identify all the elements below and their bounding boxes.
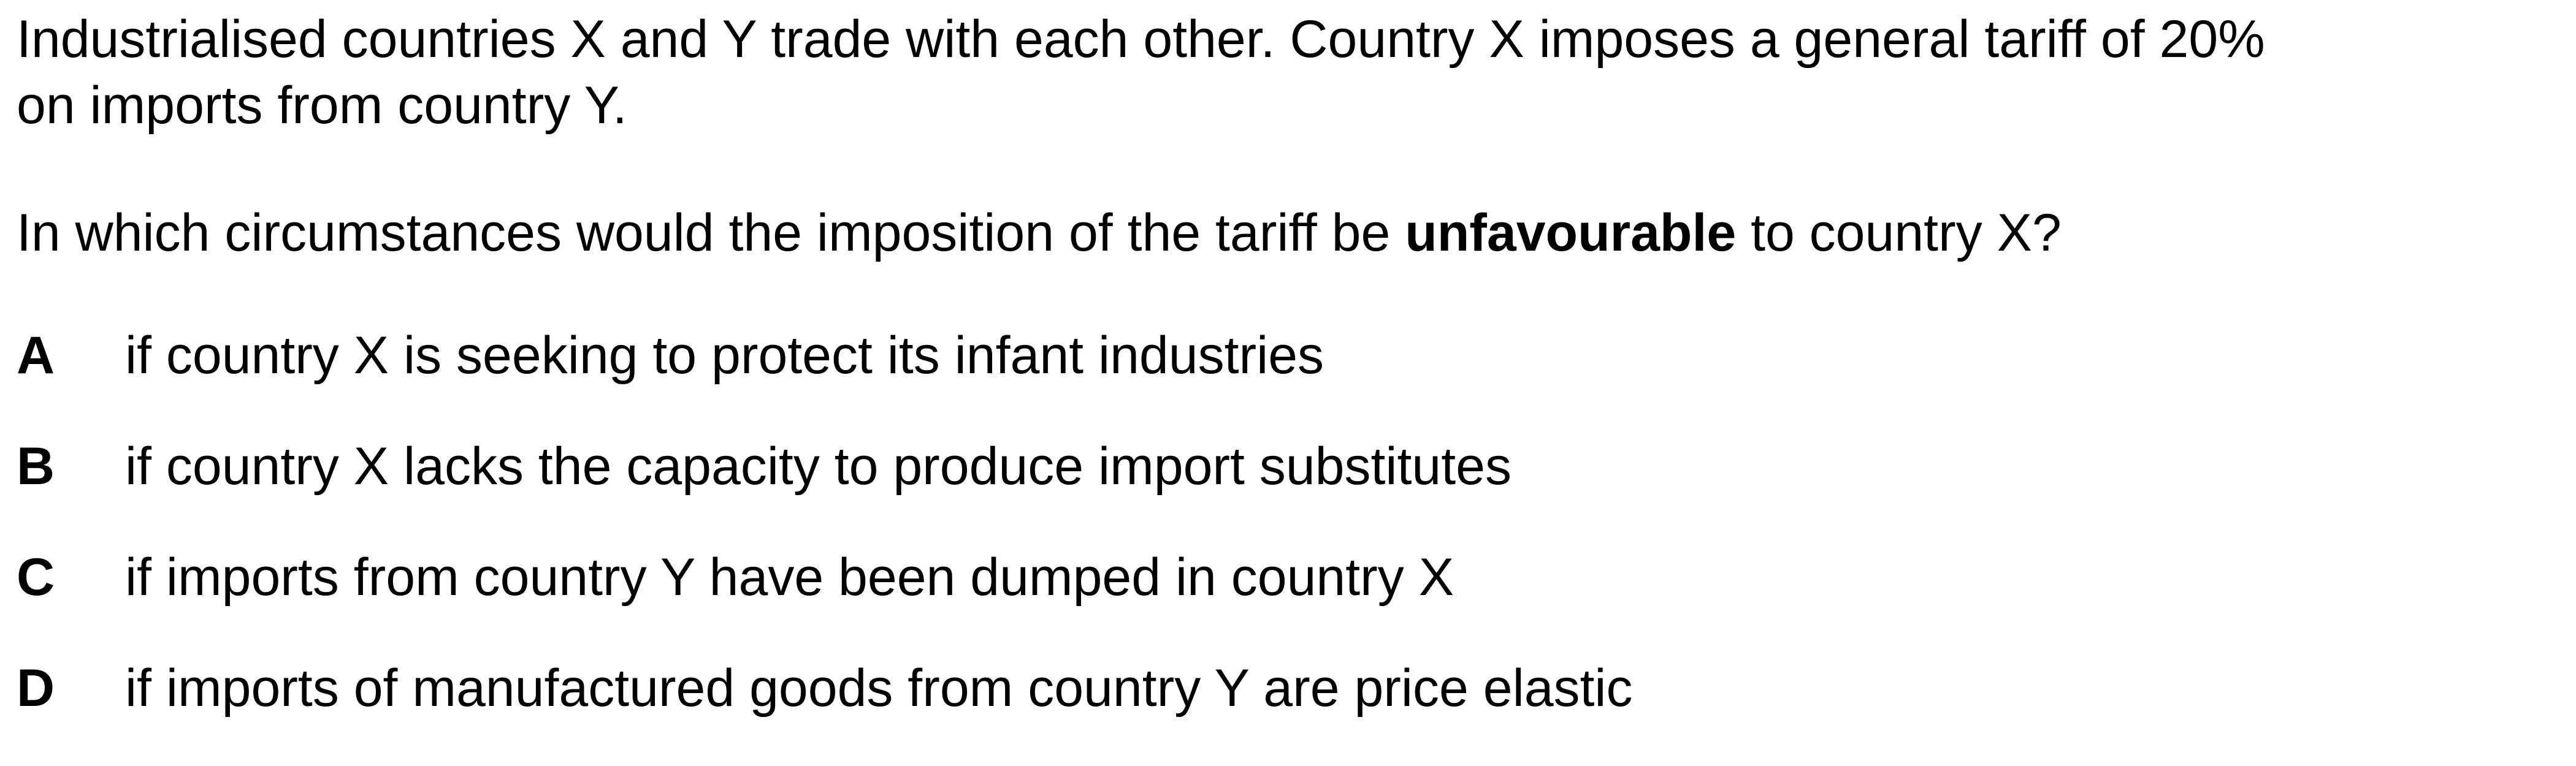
option-text: if imports from country Y have been dump…: [125, 548, 1454, 607]
option-text: if country X lacks the capacity to produ…: [125, 437, 1512, 496]
prompt-emphasis: unfavourable: [1405, 203, 1737, 262]
question-prompt: In which circumstances would the imposit…: [17, 200, 2062, 266]
prompt-text-before: In which circumstances would the imposit…: [17, 203, 1405, 262]
option-letter: B: [17, 437, 55, 496]
option-letter: C: [17, 548, 55, 607]
stem-line-1: Industrialised countries X and Y trade w…: [17, 10, 2265, 69]
option-text: if country X is seeking to protect its i…: [125, 326, 1324, 385]
stem-line-2: on imports from country Y.: [17, 76, 627, 135]
question-stem: Industrialised countries X and Y trade w…: [17, 6, 2265, 138]
question-page: Industrialised countries X and Y trade w…: [17, 0, 2561, 738]
prompt-text-after: to country X?: [1736, 203, 2062, 262]
option-letter: A: [17, 326, 55, 385]
option-text: if imports of manufactured goods from co…: [125, 659, 1633, 718]
option-letter: D: [17, 659, 55, 718]
